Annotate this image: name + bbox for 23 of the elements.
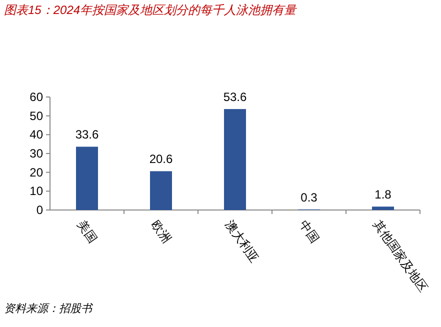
data-label: 53.6: [223, 90, 247, 104]
data-label: 33.6: [75, 128, 99, 142]
y-tick-label: 50: [30, 108, 44, 123]
text: 资料来源：招股书: [4, 302, 94, 315]
bar: [224, 109, 246, 210]
x-tick-label: 欧洲: [148, 218, 174, 246]
y-tick-label: 0: [36, 203, 44, 217]
y-tick-label: 60: [30, 90, 44, 104]
x-tick-label: 澳大利亚: [222, 218, 262, 266]
x-tick-label: 中国: [296, 218, 322, 246]
data-label: 0.3: [300, 190, 318, 204]
data-label: 20.6: [149, 152, 173, 166]
x-tick-label: 美国: [74, 218, 100, 246]
bar: [76, 146, 98, 210]
y-tick-label: 40: [30, 128, 44, 142]
y-tick-label: 30: [30, 146, 44, 160]
y-tick-label: 10: [30, 184, 44, 198]
bar: [372, 206, 394, 210]
data-label: 1.8: [374, 188, 392, 202]
x-tick-label: 其他国家及地区: [370, 218, 430, 295]
y-tick-label: 20: [30, 165, 44, 180]
chart-title: 图表15：2024年按国家及地区划分的每千人泳池拥有量: [4, 3, 298, 17]
bar: [150, 171, 172, 210]
